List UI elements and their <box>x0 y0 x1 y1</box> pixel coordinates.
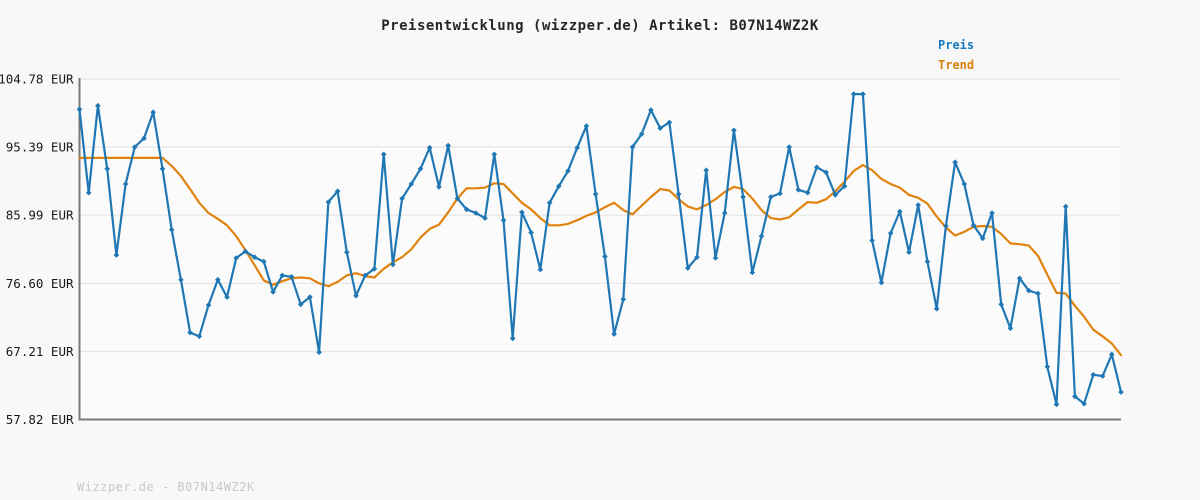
axis-spines <box>78 78 1121 421</box>
y-axis-label: 104.78 EUR <box>0 72 74 87</box>
y-axis-label: 85.99 EUR <box>6 208 74 223</box>
y-axis-label: 95.39 EUR <box>6 140 74 155</box>
watermark: Wizzper.de - B07N14WZ2K <box>77 480 255 494</box>
gridlines <box>79 78 1121 353</box>
y-axis-label: 57.82 EUR <box>6 412 74 427</box>
y-axis-label: 76.60 EUR <box>6 276 74 291</box>
chart-title: Preisentwicklung (wizzper.de) Artikel: B… <box>381 18 819 34</box>
trend-series-path <box>78 156 1123 357</box>
plot-area <box>79 79 1121 420</box>
trend-line <box>78 156 1123 357</box>
y-axis-label: 67.21 EUR <box>6 344 74 359</box>
price-line <box>76 91 1124 408</box>
y-axis-labels: 104.78 EUR 95.39 EUR 85.99 EUR 76.60 EUR 67.… <box>0 72 74 428</box>
legend-price-label: Preis <box>938 38 975 52</box>
legend: Preis Trend <box>938 39 974 72</box>
legend-trend-label: Trend <box>938 58 975 72</box>
